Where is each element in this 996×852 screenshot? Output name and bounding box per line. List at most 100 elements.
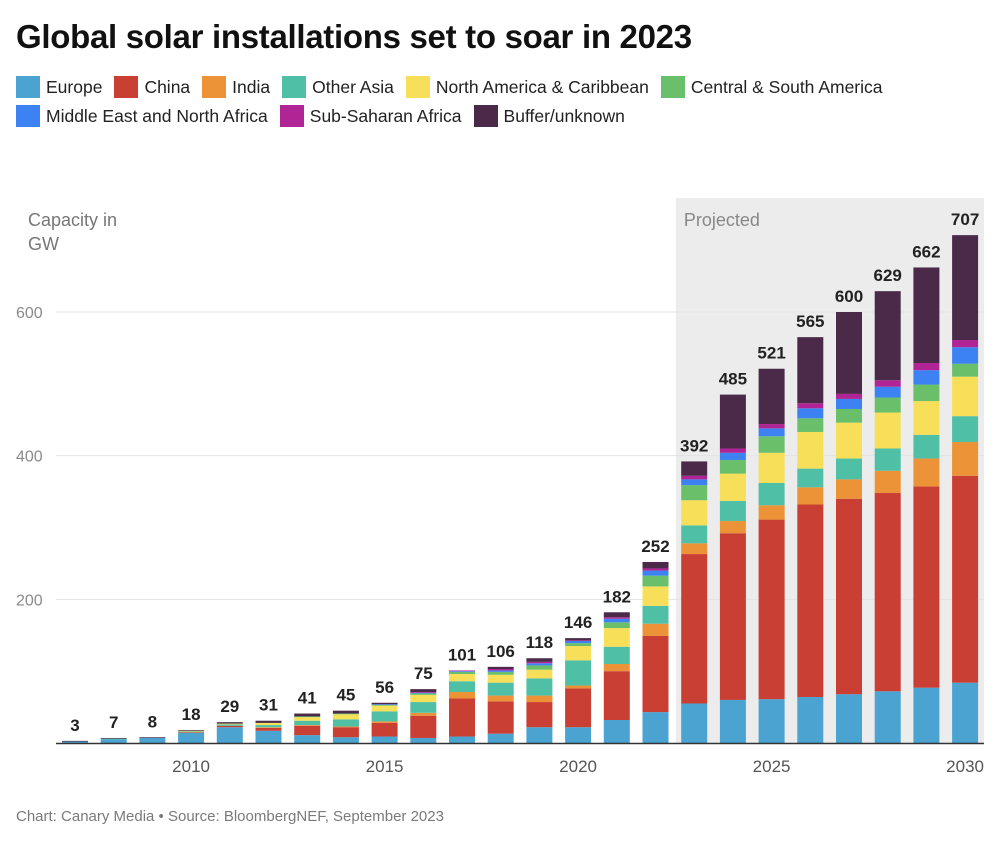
bar-segment-sub-saharan-africa [565,640,592,641]
bar-segment-other-asia [332,719,359,727]
chart-footer: Chart: Canary Media • Source: BloombergN… [16,808,444,825]
bar-segment-middle-east-and-north-africa [797,408,824,419]
x-tick-label: 2020 [559,757,597,776]
bar-segment-middle-east-and-north-africa [371,704,398,705]
bar-segment-middle-east-and-north-africa [449,671,475,672]
bar-segment-other-asia [681,525,708,544]
bar-segment-india [681,543,708,555]
bar-segment-central-south-america [449,671,475,675]
legend-swatch [473,105,498,127]
y-tick-label: 400 [16,449,43,466]
bar-segment-buffer-unknown [100,737,127,739]
bar-segment-middle-east-and-north-africa [913,370,940,385]
bar-segment-sub-saharan-africa [603,617,630,619]
bar-segment-india [332,726,359,728]
bar-segment-buffer-unknown [952,235,979,341]
legend-item-europe: Europe [16,76,102,98]
bar-segment-sub-saharan-africa [410,691,437,693]
bar-segment-central-south-america [952,363,979,377]
bar-segment-europe [255,730,282,743]
bar-segment-north-america-caribbean [216,723,243,725]
bar-segment-north-america-caribbean [449,674,475,682]
bar-segment-central-south-america [913,384,940,402]
bar-segment-china [836,498,862,695]
bar-segment-india [487,695,514,702]
legend-label: Other Asia [312,76,394,97]
y-axis-label: GW [28,234,59,254]
bar-segment-china [294,725,321,736]
legend-swatch [114,76,139,98]
bar-segment-central-south-america [410,693,437,695]
bar-segment-central-south-america [294,716,321,718]
bar-segment-china [913,486,940,688]
bar-total-label: 118 [526,633,553,652]
bar-segment-central-south-america [642,575,669,587]
bar-segment-other-asia [526,678,553,696]
bar-segment-middle-east-and-north-africa [681,479,708,486]
bar-segment-north-america-caribbean [371,705,398,712]
bar-segment-sub-saharan-africa [487,669,514,671]
bar-segment-north-america-caribbean [642,586,669,606]
legend-swatch [279,105,304,127]
bar-segment-india [526,695,553,703]
bar-segment-central-south-america [603,622,630,629]
bar-total-label: 252 [641,537,669,556]
legend-label: Buffer/unknown [503,105,625,126]
legend-label: Europe [46,76,103,97]
bar-segment-middle-east-and-north-africa [642,570,669,576]
bar-segment-other-asia [487,682,514,696]
bar-segment-sub-saharan-africa [719,448,746,453]
bar-segment-other-asia [642,605,669,624]
bar-segment-europe [332,737,359,743]
bar-segment-central-south-america [758,436,785,453]
bar-segment-buffer-unknown [836,312,862,394]
bar-segment-central-south-america [487,671,514,675]
bar-segment-china [603,671,630,721]
bar-segment-buffer-unknown [294,713,321,717]
legend-item-sub-saharan-africa: Sub-Saharan Africa [279,105,462,127]
bar-segment-north-america-caribbean [294,717,321,721]
bar-segment-europe [603,720,630,743]
bar-segment-sub-saharan-africa [797,403,824,409]
bar-total-label: 565 [796,312,824,331]
bar-segment-buffer-unknown [797,337,824,404]
bar-total-label: 45 [336,686,355,705]
bar-segment-sub-saharan-africa [874,380,901,387]
bar-segment-other-asia [410,702,437,713]
bar-segment-north-america-caribbean [487,674,514,683]
bar-segment-buffer-unknown [62,740,88,742]
legend-swatch [660,76,685,98]
bar-total-label: 18 [182,705,201,724]
bar-segment-sub-saharan-africa [758,424,785,429]
bar-segment-middle-east-and-north-africa [952,347,979,364]
bar-segment-china [681,554,708,704]
bar-segment-sub-saharan-africa [952,340,979,348]
bar-segment-europe [100,739,127,743]
bar-segment-other-asia [836,458,862,480]
bar-segment-north-america-caribbean [565,646,592,661]
legend-label: Sub-Saharan Africa [309,105,462,126]
bar-segment-buffer-unknown [178,730,205,731]
bar-segment-europe [410,737,437,743]
bar-segment-india [410,712,437,716]
legend-swatch [202,76,227,98]
bar-segment-china [216,725,243,728]
bar-segment-other-asia [913,434,940,459]
bar-segment-sub-saharan-africa [681,475,708,480]
bar-segment-other-asia [603,646,630,664]
bar-segment-sub-saharan-africa [526,661,553,664]
bar-segment-buffer-unknown [487,666,514,670]
bar-segment-china [332,727,359,738]
bar-segment-india [874,470,901,494]
bar-segment-buffer-unknown [332,710,359,714]
bar-segment-india [952,442,979,476]
bar-total-label: 600 [835,287,863,306]
bar-segment-central-south-america [371,704,398,706]
bar-segment-europe [371,736,398,743]
bar-segment-other-asia [294,720,321,726]
y-tick-label: 600 [16,305,43,322]
bar-segment-europe [952,682,979,743]
bar-segment-india [758,505,785,520]
bar-segment-central-south-america [836,408,862,423]
bar-segment-europe [178,732,205,743]
